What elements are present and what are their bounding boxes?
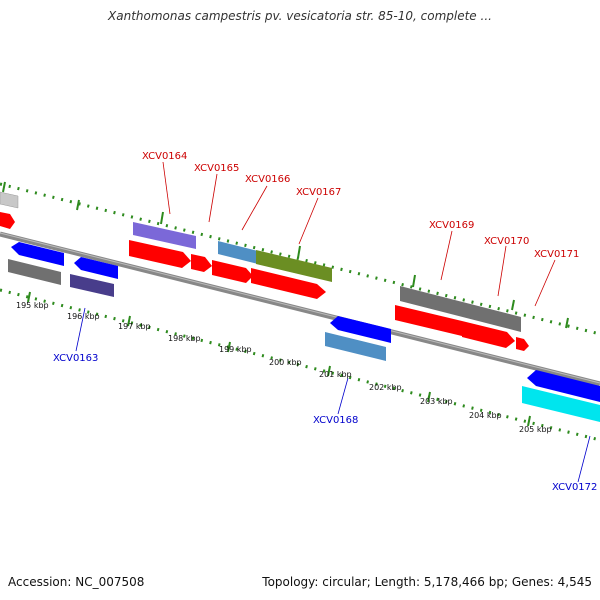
- major-tick: [565, 317, 569, 329]
- gene-feature-xcv0164[interactable]: [129, 240, 191, 268]
- gene-label-xcv0169[interactable]: XCV0169: [429, 220, 474, 231]
- gene-feature[interactable]: [330, 316, 391, 343]
- gene-feature-xcv0170[interactable]: [462, 321, 515, 348]
- gene-feature-xcv0165[interactable]: [191, 254, 212, 272]
- gene-label-xcv0170[interactable]: XCV0170: [484, 236, 529, 247]
- genes-value: 4,545: [557, 575, 592, 589]
- major-tick: [427, 391, 431, 403]
- accession-info: Accession: NC_007508: [8, 575, 144, 589]
- forward-strand-track: [0, 191, 529, 351]
- scale-label: 201 kbp: [319, 370, 352, 379]
- reverse-strand-track: [8, 242, 600, 422]
- forward-gene-labels: XCV0164 XCV0165 XCV0166 XCV0167 XCV0169 …: [142, 151, 579, 260]
- major-tick: [227, 341, 231, 353]
- gene-label-xcv0168[interactable]: XCV0168: [313, 415, 358, 426]
- gene-label-xcv0165[interactable]: XCV0165: [194, 163, 239, 174]
- topology-value: circular: [322, 575, 367, 589]
- genes-label: Genes:: [511, 575, 554, 589]
- gene-label-xcv0164[interactable]: XCV0164: [142, 151, 187, 162]
- scale-label: 204 kbp: [469, 411, 502, 420]
- reverse-gene-labels: XCV0163 XCV0168 XCV0172: [53, 353, 597, 493]
- scale-label: 196 kbp: [67, 312, 100, 321]
- scale-label: 203 kbp: [420, 397, 453, 406]
- genome-summary: Topology: circular; Length: 5,178,466 bp…: [262, 575, 592, 589]
- scale-label: 202 kbp: [369, 383, 402, 392]
- scale-label: 200 kbp: [269, 358, 302, 367]
- gene-label-xcv0166[interactable]: XCV0166: [245, 174, 290, 185]
- scale-label: 205 kbp: [519, 425, 552, 434]
- major-tick: [127, 315, 131, 327]
- gene-label-xcv0171[interactable]: XCV0171: [534, 249, 579, 260]
- gene-feature[interactable]: [0, 191, 19, 209]
- length-label: Length:: [374, 575, 421, 589]
- gene-feature[interactable]: [74, 257, 118, 279]
- major-tick: [297, 245, 301, 259]
- label-leaders: [75, 161, 591, 483]
- scale-label: 195 kbp: [16, 301, 49, 310]
- scale-label: 198 kbp: [168, 334, 201, 343]
- gene-feature[interactable]: [256, 250, 332, 282]
- gene-feature-xcv0166[interactable]: [212, 260, 253, 283]
- gene-feature-xcv0171[interactable]: [516, 337, 529, 351]
- gene-feature[interactable]: [133, 222, 196, 249]
- gene-feature-xcv0169[interactable]: [395, 305, 462, 336]
- gene-feature[interactable]: [0, 212, 15, 229]
- major-tick: [527, 415, 531, 427]
- major-tick: [2, 181, 6, 193]
- upper-tick-track: [0, 181, 600, 336]
- gene-feature-xcv0168[interactable]: [325, 332, 386, 361]
- gene-label-xcv0172[interactable]: XCV0172: [552, 482, 597, 493]
- major-tick: [76, 199, 80, 211]
- major-tick: [412, 274, 416, 288]
- gene-feature[interactable]: [8, 259, 61, 285]
- gene-feature[interactable]: [400, 286, 521, 332]
- major-tick: [27, 291, 31, 303]
- gene-feature-xcv0163[interactable]: [70, 274, 114, 297]
- major-tick: [511, 299, 515, 311]
- scale-labels: 195 kbp 196 kbp 197 kbp 198 kbp 199 kbp …: [16, 301, 552, 434]
- gene-feature[interactable]: [527, 370, 600, 402]
- gene-feature[interactable]: [11, 242, 64, 266]
- lower-tick-track: [0, 288, 600, 442]
- major-tick: [160, 211, 164, 225]
- major-tick: [327, 365, 331, 377]
- accession-value: NC_007508: [75, 575, 145, 589]
- gene-feature-xcv0172[interactable]: [522, 386, 600, 422]
- accession-label: Accession:: [8, 575, 72, 589]
- scale-label: 199 kbp: [219, 345, 252, 354]
- scale-label: 197 kbp: [118, 322, 151, 331]
- topology-label: Topology:: [262, 575, 319, 589]
- gene-label-xcv0163[interactable]: XCV0163: [53, 353, 98, 364]
- gene-feature[interactable]: [218, 241, 258, 264]
- gene-label-xcv0167[interactable]: XCV0167: [296, 187, 341, 198]
- genome-backbone: [0, 231, 600, 387]
- length-value: 5,178,466 bp: [423, 575, 504, 589]
- gene-feature-xcv0167[interactable]: [251, 268, 326, 299]
- sequence-title: Xanthomonas campestris pv. vesicatoria s…: [108, 9, 492, 23]
